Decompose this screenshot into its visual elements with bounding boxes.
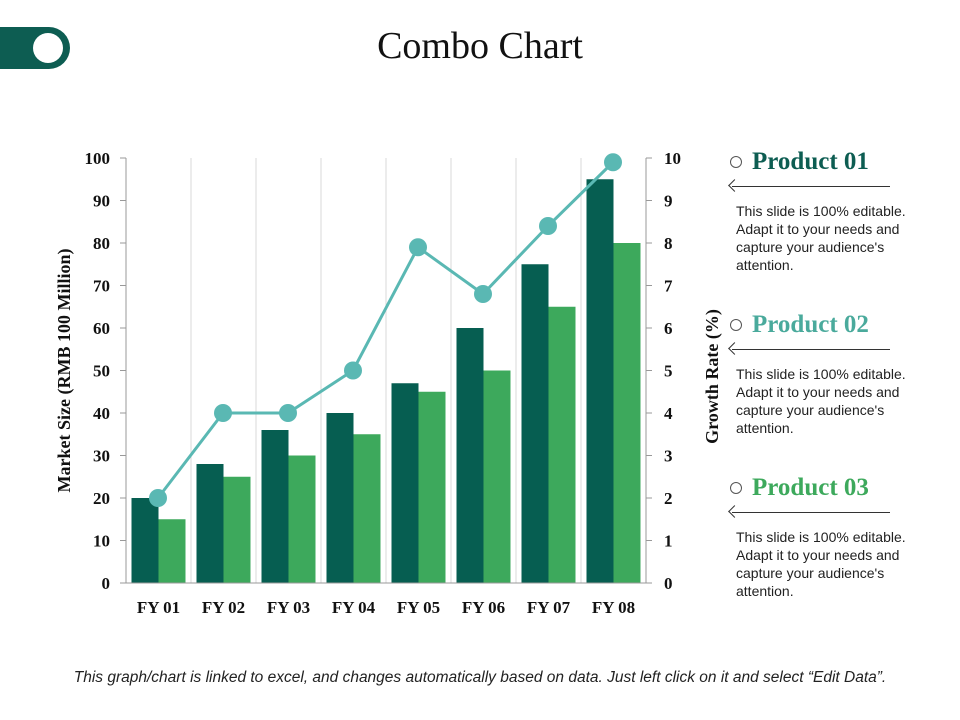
y-tick-label: 20 (93, 489, 110, 508)
bar-product-02 (288, 455, 316, 583)
x-tick-label: FY 03 (267, 598, 310, 617)
bar-product-02 (223, 476, 251, 583)
x-tick-label: FY 06 (462, 598, 505, 617)
left-arrow-icon (728, 505, 890, 518)
growth-rate-line (156, 161, 615, 499)
bar-product-01 (261, 430, 289, 583)
y2-tick-label: 4 (664, 404, 673, 423)
y-tick-label: 60 (93, 319, 110, 338)
y-tick-label: 50 (93, 362, 110, 381)
y2-axis-title: Growth Rate (%) (702, 309, 723, 444)
left-arrow-icon (728, 342, 890, 355)
y-tick-label: 0 (102, 574, 111, 593)
legend-item-product-03: Product 03 This slide is 100% editable. … (728, 474, 950, 600)
growth-rate-point (214, 404, 232, 422)
growth-rate-point (279, 404, 297, 422)
bar-product-01 (196, 464, 224, 583)
bar-product-01 (326, 413, 354, 583)
y-tick-label: 40 (93, 404, 110, 423)
y2-tick-label: 5 (664, 362, 673, 381)
bar-product-01 (521, 264, 549, 583)
growth-rate-point (344, 361, 362, 380)
growth-rate-point (409, 238, 427, 257)
left-arrow-icon (728, 179, 890, 192)
y2-tick-label: 3 (664, 447, 673, 466)
y-tick-label: 70 (93, 277, 110, 296)
growth-rate-point (539, 217, 557, 235)
bar-product-02 (548, 306, 576, 583)
x-tick-label: FY 02 (202, 598, 245, 617)
bar-product-01 (131, 498, 159, 583)
growth-rate-point (604, 153, 622, 172)
bar-product-02 (418, 391, 446, 583)
y-tick-label: 30 (93, 447, 110, 466)
bar-product-01 (391, 383, 419, 583)
circle-bullet-icon (730, 319, 742, 331)
y2-tick-label: 6 (664, 319, 673, 338)
growth-rate-point (149, 489, 167, 507)
legend-label-product-02: Product 02 (752, 311, 869, 338)
legend-item-product-01: Product 01 This slide is 100% editable. … (728, 148, 950, 274)
bar-product-02 (483, 370, 511, 583)
y-tick-label: 90 (93, 192, 110, 211)
footer-note: This graph/chart is linked to excel, and… (73, 669, 887, 686)
circle-bullet-icon (730, 156, 742, 168)
x-tick-label: FY 01 (137, 598, 180, 617)
legend-description: This slide is 100% editable. Adapt it to… (736, 529, 906, 599)
toggle-switch[interactable] (0, 27, 70, 69)
legend-description: This slide is 100% editable. Adapt it to… (736, 203, 906, 273)
circle-bullet-icon (730, 482, 742, 494)
legend-label-product-01: Product 01 (752, 148, 869, 175)
bar-product-01 (586, 179, 614, 583)
x-tick-label: FY 07 (527, 598, 571, 617)
page-title: Combo Chart (377, 25, 583, 67)
x-tick-label: FY 05 (397, 598, 440, 617)
y-tick-label: 100 (85, 149, 111, 168)
legend-label-product-03: Product 03 (752, 474, 869, 501)
growth-rate-point (474, 285, 492, 303)
y-tick-label: 80 (93, 234, 110, 253)
bar-product-02 (613, 243, 641, 583)
x-tick-label: FY 08 (592, 598, 635, 617)
y2-tick-label: 7 (664, 277, 673, 296)
y2-tick-label: 2 (664, 489, 673, 508)
bar-product-02 (353, 434, 381, 583)
y2-tick-label: 0 (664, 574, 673, 593)
y-tick-label: 10 (93, 532, 110, 551)
y2-tick-label: 10 (664, 149, 681, 168)
legend-description: This slide is 100% editable. Adapt it to… (736, 366, 906, 436)
x-tick-label: FY 04 (332, 598, 376, 617)
bar-product-02 (158, 519, 186, 583)
y-axis-title: Market Size (RMB 100 Million) (54, 249, 75, 493)
toggle-knob (33, 33, 63, 63)
y2-tick-label: 1 (664, 532, 673, 551)
y2-tick-label: 9 (664, 192, 673, 211)
y2-tick-label: 8 (664, 234, 673, 253)
bar-product-01 (456, 328, 484, 583)
legend-item-product-02: Product 02 This slide is 100% editable. … (728, 311, 950, 437)
